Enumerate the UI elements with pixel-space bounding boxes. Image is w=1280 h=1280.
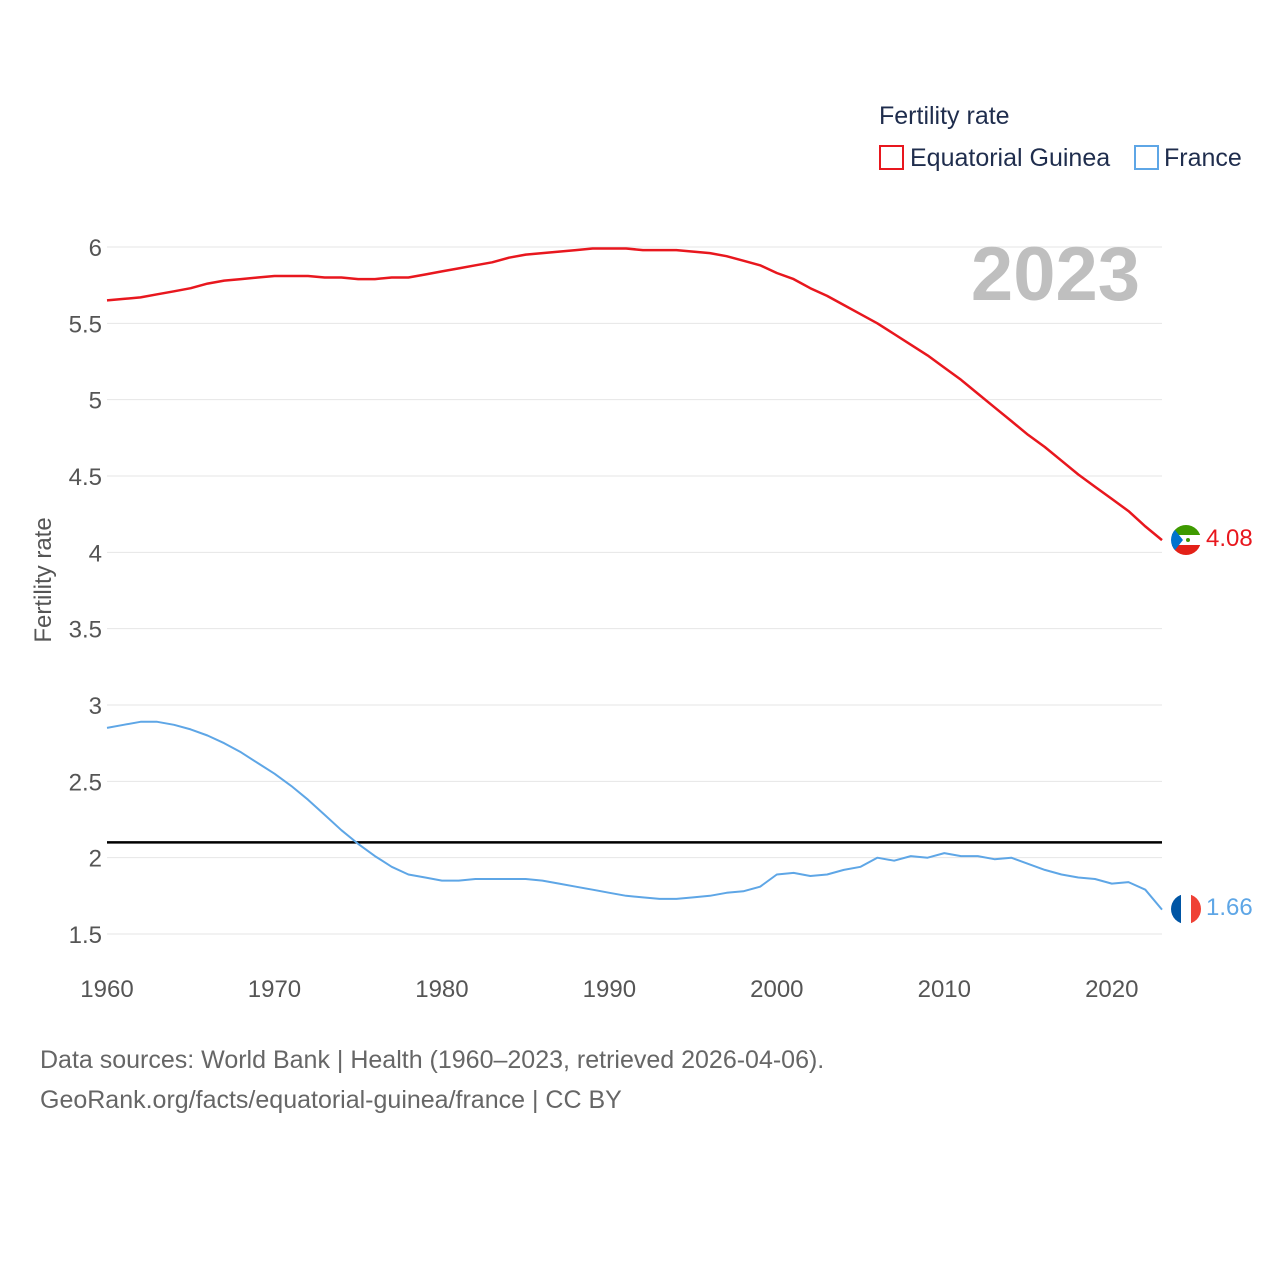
x-tick-label: 2010 xyxy=(918,976,971,1003)
y-axis-ticks: 1.5 2 2.5 3 3.5 4 4.5 5 5.5 6 xyxy=(69,235,102,949)
france-flag-icon xyxy=(1171,894,1201,924)
x-tick-label: 1970 xyxy=(248,976,301,1003)
gridlines xyxy=(107,246,1162,935)
source-footer: Data sources: World Bank | Health (1960–… xyxy=(40,1040,824,1120)
y-tick-label: 2 xyxy=(89,846,102,873)
series-lines xyxy=(106,247,1163,911)
y-tick-label: 3 xyxy=(89,693,102,720)
end-label-france: 1.66 xyxy=(1206,894,1253,921)
x-tick-label: 2020 xyxy=(1085,976,1138,1003)
current-year-watermark: 2023 xyxy=(971,232,1140,317)
y-tick-label: 5.5 xyxy=(69,311,102,338)
series-line-equatorial-guinea[interactable] xyxy=(106,247,1163,542)
x-tick-label: 1960 xyxy=(80,976,133,1003)
x-tick-label: 1990 xyxy=(583,976,636,1003)
equatorial-guinea-flag-icon xyxy=(1171,525,1201,555)
y-tick-label: 4.5 xyxy=(69,464,102,491)
y-tick-label: 2.5 xyxy=(69,769,102,796)
legend: Fertility rate Equatorial Guinea France xyxy=(879,102,1242,172)
x-tick-label: 2000 xyxy=(750,976,803,1003)
y-tick-label: 5 xyxy=(89,388,102,415)
x-axis-ticks: 1960 1970 1980 1990 2000 2010 2020 xyxy=(80,976,1138,1003)
legend-title: Fertility rate xyxy=(879,102,1010,130)
source-line-2[interactable]: GeoRank.org/facts/equatorial-guinea/fran… xyxy=(40,1086,622,1114)
y-tick-label: 6 xyxy=(89,235,102,262)
x-tick-label: 1980 xyxy=(415,976,468,1003)
legend-swatch-france[interactable] xyxy=(1134,145,1159,170)
y-tick-label: 4 xyxy=(89,540,102,567)
legend-label-france[interactable]: France xyxy=(1164,144,1242,172)
end-label-equatorial-guinea: 4.08 xyxy=(1206,525,1253,552)
legend-swatch-equatorial-guinea[interactable] xyxy=(879,145,904,170)
series-line-france[interactable] xyxy=(106,720,1163,911)
source-line-1: Data sources: World Bank | Health (1960–… xyxy=(40,1046,825,1074)
y-axis-title: Fertility rate xyxy=(30,517,57,642)
y-tick-label: 1.5 xyxy=(69,922,102,949)
fertility-rate-chart: Fertility rate Equatorial Guinea France … xyxy=(30,102,1253,1003)
legend-label-equatorial-guinea[interactable]: Equatorial Guinea xyxy=(910,144,1110,172)
y-tick-label: 3.5 xyxy=(69,617,102,644)
